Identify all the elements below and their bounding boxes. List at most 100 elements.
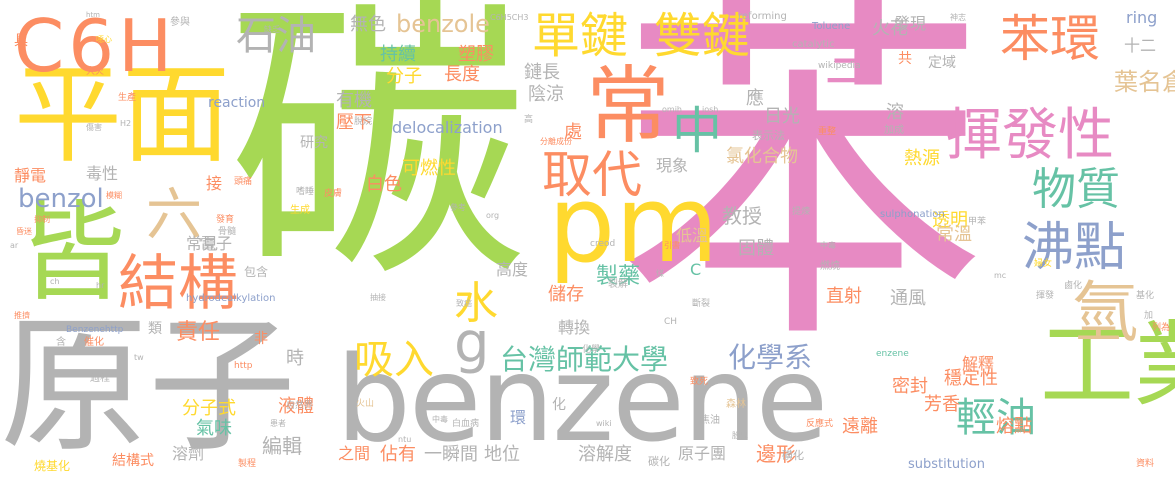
- cloud-word: 靜電: [14, 166, 47, 185]
- cloud-word: 葉名倉: [1114, 68, 1175, 96]
- cloud-word: 可燃性: [402, 158, 456, 179]
- cloud-word: 白色: [366, 174, 402, 195]
- cloud-word: 皮膚: [324, 189, 343, 199]
- cloud-word: 高度: [496, 260, 529, 279]
- cloud-word: 皆: [18, 191, 127, 316]
- cloud-word: 頭痛: [234, 177, 253, 187]
- cloud-word: 芳香: [924, 394, 960, 415]
- cloud-word: wikipedia: [818, 61, 861, 71]
- cloud-word: reforming: [738, 11, 787, 22]
- cloud-word: 催化: [84, 337, 104, 348]
- cloud-word: ring: [1126, 8, 1158, 27]
- cloud-word: enzene: [876, 349, 909, 359]
- cloud-word: 自然界: [286, 401, 314, 411]
- cloud-word: 溶解度: [578, 444, 632, 465]
- cloud-word: mc: [994, 271, 1007, 280]
- cloud-word: http: [234, 361, 253, 371]
- cloud-word: 溶劑: [172, 444, 205, 463]
- cloud-word: 高: [524, 115, 534, 125]
- cloud-word: 發育: [216, 215, 235, 225]
- cloud-word: 邊形: [756, 442, 796, 466]
- cloud-word: 患者: [270, 419, 286, 428]
- cloud-word: hydrodealkylation: [186, 293, 276, 304]
- cloud-word: 熔點: [996, 416, 1032, 437]
- cloud-word: 現象: [656, 156, 689, 175]
- cloud-word: 中毒: [820, 241, 836, 250]
- cloud-word: 發現: [894, 14, 927, 33]
- cloud-word: 陰涼: [528, 84, 564, 105]
- cloud-word: 非: [254, 331, 268, 347]
- cloud-word: 三: [824, 31, 880, 96]
- cloud-word: 共: [898, 51, 912, 67]
- cloud-word: 火山: [356, 399, 375, 409]
- cloud-word: 結構式: [112, 453, 154, 469]
- cloud-word: benzol: [18, 184, 104, 214]
- cloud-word: pm: [548, 163, 719, 286]
- cloud-word: 致死: [690, 377, 709, 387]
- cloud-word: 平面: [14, 53, 231, 178]
- cloud-word: 電子: [200, 234, 233, 253]
- cloud-word: C6H: [14, 4, 177, 88]
- cloud-word: 原子: [0, 300, 296, 472]
- cloud-word: 溶: [886, 102, 904, 123]
- cloud-word: 引書: [664, 241, 680, 250]
- cloud-word: 焦油: [700, 415, 720, 426]
- cloud-word: 傷害: [86, 123, 102, 132]
- cloud-word: org: [486, 211, 500, 220]
- cloud-word: 分子: [386, 66, 422, 87]
- cloud-word: 氫: [1072, 274, 1138, 351]
- cloud-word: 六: [146, 183, 202, 248]
- cloud-word: 裂解: [608, 279, 628, 290]
- cloud-word: substitution: [908, 457, 985, 472]
- cloud-word: 十二: [1124, 36, 1157, 55]
- cloud-word: 火花: [872, 18, 908, 39]
- cloud-word: 類: [148, 321, 162, 337]
- cloud-word: 碳化: [648, 455, 670, 468]
- cloud-word: 密封: [892, 376, 928, 397]
- cloud-word: 儲存: [548, 284, 584, 305]
- cloud-word: 缺乏: [264, 25, 280, 34]
- cloud-word: 中毒: [432, 415, 448, 424]
- cloud-word: 液體: [278, 396, 314, 417]
- cloud-word: 重整: [818, 127, 837, 137]
- cloud-word: 固體: [738, 238, 774, 259]
- cloud-word: 應: [746, 88, 764, 109]
- cloud-word: 分離成份: [540, 137, 572, 146]
- cloud-word: 骨髓: [218, 227, 237, 237]
- cloud-word: 石油: [236, 13, 316, 59]
- cloud-word: 研究: [300, 135, 328, 151]
- cloud-word: 推擠: [14, 311, 30, 320]
- cloud-word: 日光: [764, 106, 800, 127]
- cloud-word: 吸入: [354, 337, 434, 383]
- cloud-word: 煤: [656, 269, 664, 278]
- cloud-word: 包含: [244, 265, 269, 279]
- cloud-word: Toluene: [812, 21, 851, 32]
- cloud-word: 台灣師範大學: [500, 343, 669, 376]
- cloud-word: 嗜睡: [296, 187, 315, 197]
- cloud-word: 壓下: [336, 112, 372, 133]
- cloud-word: creod: [590, 239, 616, 249]
- cloud-word: 毒性: [86, 164, 119, 183]
- cloud-word: 揮發: [1036, 291, 1055, 301]
- cloud-word: 生成: [290, 205, 310, 216]
- cloud-word: 直射: [826, 286, 862, 307]
- cloud-word: 持續: [380, 44, 416, 65]
- cloud-word: 沸點: [1022, 218, 1127, 278]
- cloud-word: 大火: [86, 67, 105, 77]
- cloud-word: 解釋: [962, 354, 995, 373]
- cloud-word: 透明: [932, 210, 968, 231]
- cloud-word: 中: [672, 102, 722, 160]
- cloud-word: 結構: [118, 249, 238, 319]
- cloud-word: 一瞬間: [424, 444, 478, 465]
- cloud-word: 輕油: [956, 395, 1036, 441]
- cloud-word: htm: [86, 11, 100, 19]
- cloud-word: 婦女: [1034, 259, 1053, 269]
- cloud-word: 磺化: [782, 449, 804, 462]
- cloud-word: 資料: [1136, 459, 1155, 469]
- cloud-word: reaction: [208, 95, 266, 111]
- cloud-word: 燃燒: [820, 261, 840, 272]
- cloud-word: 加: [1144, 311, 1154, 321]
- cloud-word: 水: [454, 278, 498, 329]
- cloud-word: 化學: [582, 345, 601, 355]
- cloud-word: 長度: [444, 64, 480, 85]
